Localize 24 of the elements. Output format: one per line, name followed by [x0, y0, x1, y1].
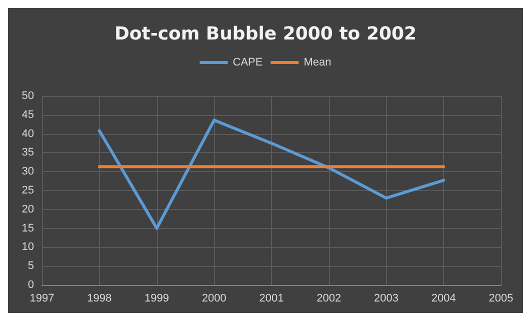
y-tick-label: 15: [22, 222, 34, 234]
line-series: [98, 118, 446, 230]
x-tick-label: 2004: [431, 292, 456, 304]
y-tick-label: 25: [22, 184, 34, 196]
legend-label: Mean: [304, 56, 332, 68]
legend-label: CAPE: [232, 56, 263, 68]
y-tick-label: 5: [28, 260, 34, 272]
y-tick-label: 45: [22, 108, 34, 121]
x-tick-label: 2002: [316, 292, 342, 304]
y-tick-label: 10: [22, 241, 34, 254]
x-tick-label: 2003: [374, 292, 398, 304]
x-tick-label: 1999: [144, 292, 169, 304]
y-tick-label: 50: [22, 90, 34, 102]
x-tick-label: 2005: [488, 292, 514, 304]
y-tick-label: 30: [22, 166, 34, 178]
x-tick-label: 2000: [202, 292, 226, 304]
y-tick-label: 35: [22, 146, 34, 159]
x-tick-label: 1998: [87, 292, 112, 304]
y-tick-label: 20: [22, 203, 34, 216]
x-tick-label: 2001: [259, 292, 284, 304]
x-tick-label: 1997: [30, 292, 54, 304]
y-tick-label: 40: [22, 128, 34, 140]
y-tick-label: 0: [28, 279, 34, 291]
chart-title: Dot-com Bubble 2000 to 2002: [114, 24, 417, 44]
